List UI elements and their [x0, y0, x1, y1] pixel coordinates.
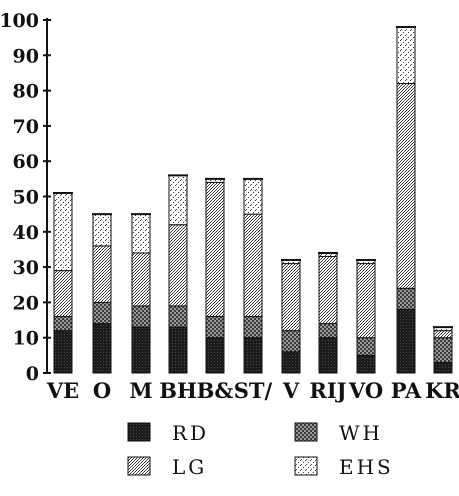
bar-segment-wh	[92, 301, 112, 325]
bar-segment-lg	[281, 263, 301, 332]
x-tick-label: PA	[391, 378, 422, 403]
bar-segment-wh	[433, 337, 453, 363]
bar-segment-wh	[131, 305, 151, 328]
legend-item-wh: WH	[294, 421, 383, 445]
bar-segment-lg	[396, 83, 416, 289]
y-tick-label: 60	[13, 151, 39, 173]
bar-segment-wh	[53, 316, 73, 332]
bar-segment-ehs	[92, 213, 112, 247]
bar-segment-rd	[396, 308, 416, 374]
y-tick-label: 40	[13, 222, 39, 244]
x-tick-label: VE	[46, 378, 79, 403]
y-tick-label: 80	[13, 81, 39, 103]
bar-stack	[318, 251, 338, 374]
y-tick-label: 50	[13, 187, 39, 209]
bar-segment-wh	[356, 337, 376, 356]
bar-stack	[433, 326, 453, 374]
x-tick-label: O	[93, 378, 111, 403]
bar-segment-rd	[92, 323, 112, 374]
bar-segment-ehs	[396, 26, 416, 85]
bar-segment-rd	[318, 337, 338, 374]
bar-segment-lg	[433, 330, 453, 339]
bar-segment-ehs	[53, 192, 73, 272]
bar-segment-rd	[131, 326, 151, 374]
bar-stack	[243, 177, 263, 374]
bar-segment-wh	[205, 316, 225, 339]
bar-segment-wh	[243, 316, 263, 339]
x-tick-label: M	[129, 378, 152, 403]
bar-segment-rd	[356, 354, 376, 374]
bar-segment-rd	[205, 337, 225, 374]
y-tick-label: 0	[26, 363, 39, 385]
x-tick-label: B&	[197, 378, 234, 403]
x-tick-label: VO	[348, 378, 383, 403]
bar-stack	[356, 259, 376, 374]
bar-stack	[205, 177, 225, 374]
bar-segment-ehs	[243, 178, 263, 215]
bar-stack	[92, 213, 112, 374]
y-tick-label: 100	[0, 10, 39, 32]
legend: RD WH LG EHS	[127, 421, 394, 479]
bar-segment-rd	[433, 361, 453, 374]
bars	[53, 26, 453, 374]
legend-label: EHS	[339, 455, 394, 479]
bar-stack	[53, 191, 73, 374]
x-tick-label: ST/	[234, 378, 273, 403]
bar-segment-rd	[281, 351, 301, 374]
legend-label: WH	[339, 421, 383, 445]
x-tick-label: RIJ	[309, 378, 346, 403]
bar-stack	[396, 26, 416, 374]
legend-item-ehs: EHS	[294, 455, 394, 479]
axes: 0 10 20 30 40 50 60 70 80 90 100	[0, 10, 51, 385]
bar-segment-lg	[168, 224, 188, 307]
legend-swatch	[127, 456, 151, 476]
bar-segment-wh	[281, 330, 301, 353]
bar-stack	[131, 213, 151, 374]
bar-stack	[168, 174, 188, 374]
legend-item-lg: LG	[127, 455, 207, 479]
y-tick-label: 10	[13, 328, 39, 350]
bar-segment-lg	[356, 263, 376, 339]
bar-segment-rd	[168, 326, 188, 374]
bar-segment-rd	[243, 337, 263, 374]
x-tick-labels: VE O M BH B& ST/V RIJ VO PA KR	[46, 378, 459, 403]
x-tick-label: BH	[159, 378, 197, 403]
legend-swatch	[127, 422, 151, 442]
legend-swatch	[294, 422, 318, 442]
y-tick-label: 20	[13, 292, 39, 314]
bar-segment-ehs	[168, 174, 188, 226]
bar-segment-ehs	[131, 213, 151, 254]
bar-segment-lg	[53, 270, 73, 318]
legend-swatch	[294, 456, 318, 476]
y-tick-label: 70	[13, 116, 39, 138]
y-tick-label: 90	[13, 45, 39, 67]
bar-segment-lg	[318, 256, 338, 325]
x-tick-label: KR	[425, 378, 459, 403]
bar-stack	[281, 259, 301, 374]
x-tick-label: V	[282, 378, 300, 403]
bar-segment-lg	[205, 181, 225, 318]
y-tick-label: 30	[13, 257, 39, 279]
bar-segment-lg	[92, 245, 112, 303]
bar-segment-wh	[318, 323, 338, 339]
bar-segment-lg	[243, 213, 263, 318]
legend-item-rd: RD	[127, 421, 209, 445]
legend-label: RD	[172, 421, 209, 445]
bar-segment-wh	[396, 287, 416, 310]
bar-segment-wh	[168, 305, 188, 328]
bar-segment-lg	[131, 252, 151, 307]
bar-segment-rd	[53, 330, 73, 374]
legend-label: LG	[172, 455, 207, 479]
